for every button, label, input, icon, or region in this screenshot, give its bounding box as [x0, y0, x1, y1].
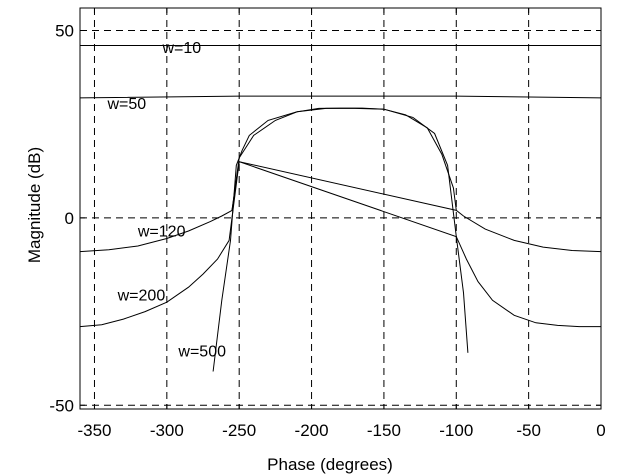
y-tick-label: -50 — [49, 396, 74, 415]
x-tick-label: 0 — [596, 421, 605, 440]
curve-annotation: w=10 — [161, 40, 201, 57]
x-tick-label: -150 — [367, 421, 401, 440]
x-tick-label: -350 — [77, 421, 111, 440]
x-axis-label: Phase (degrees) — [267, 455, 393, 474]
series-line-w-200 — [79, 161, 601, 328]
x-tick-label: -100 — [439, 421, 473, 440]
curve-layer — [79, 45, 602, 372]
y-tick-label: 0 — [65, 209, 74, 228]
annotation-layer: w=10 w=50 w=120 w=200 w=500 — [106, 40, 226, 361]
x-tick-label: -250 — [222, 421, 256, 440]
series-line-w-500 — [212, 107, 469, 372]
x-tick-label: -300 — [150, 421, 184, 440]
tick-layer: -350 -300 -250 -200 -150 -100 -50 0 -50 0 50 — [49, 8, 606, 440]
series-line-w-50 — [79, 95, 602, 99]
y-axis-label: Magnitude (dB) — [25, 147, 44, 263]
plot-frame — [79, 7, 602, 410]
x-tick-label: -200 — [295, 421, 329, 440]
y-tick-label: 50 — [55, 21, 74, 40]
curve-annotation: w=500 — [177, 344, 226, 361]
curve-annotation: w=200 — [117, 287, 166, 304]
x-tick-label: -50 — [516, 421, 541, 440]
curve-annotation: w=50 — [106, 96, 146, 113]
curve-annotation: w=120 — [137, 224, 186, 241]
